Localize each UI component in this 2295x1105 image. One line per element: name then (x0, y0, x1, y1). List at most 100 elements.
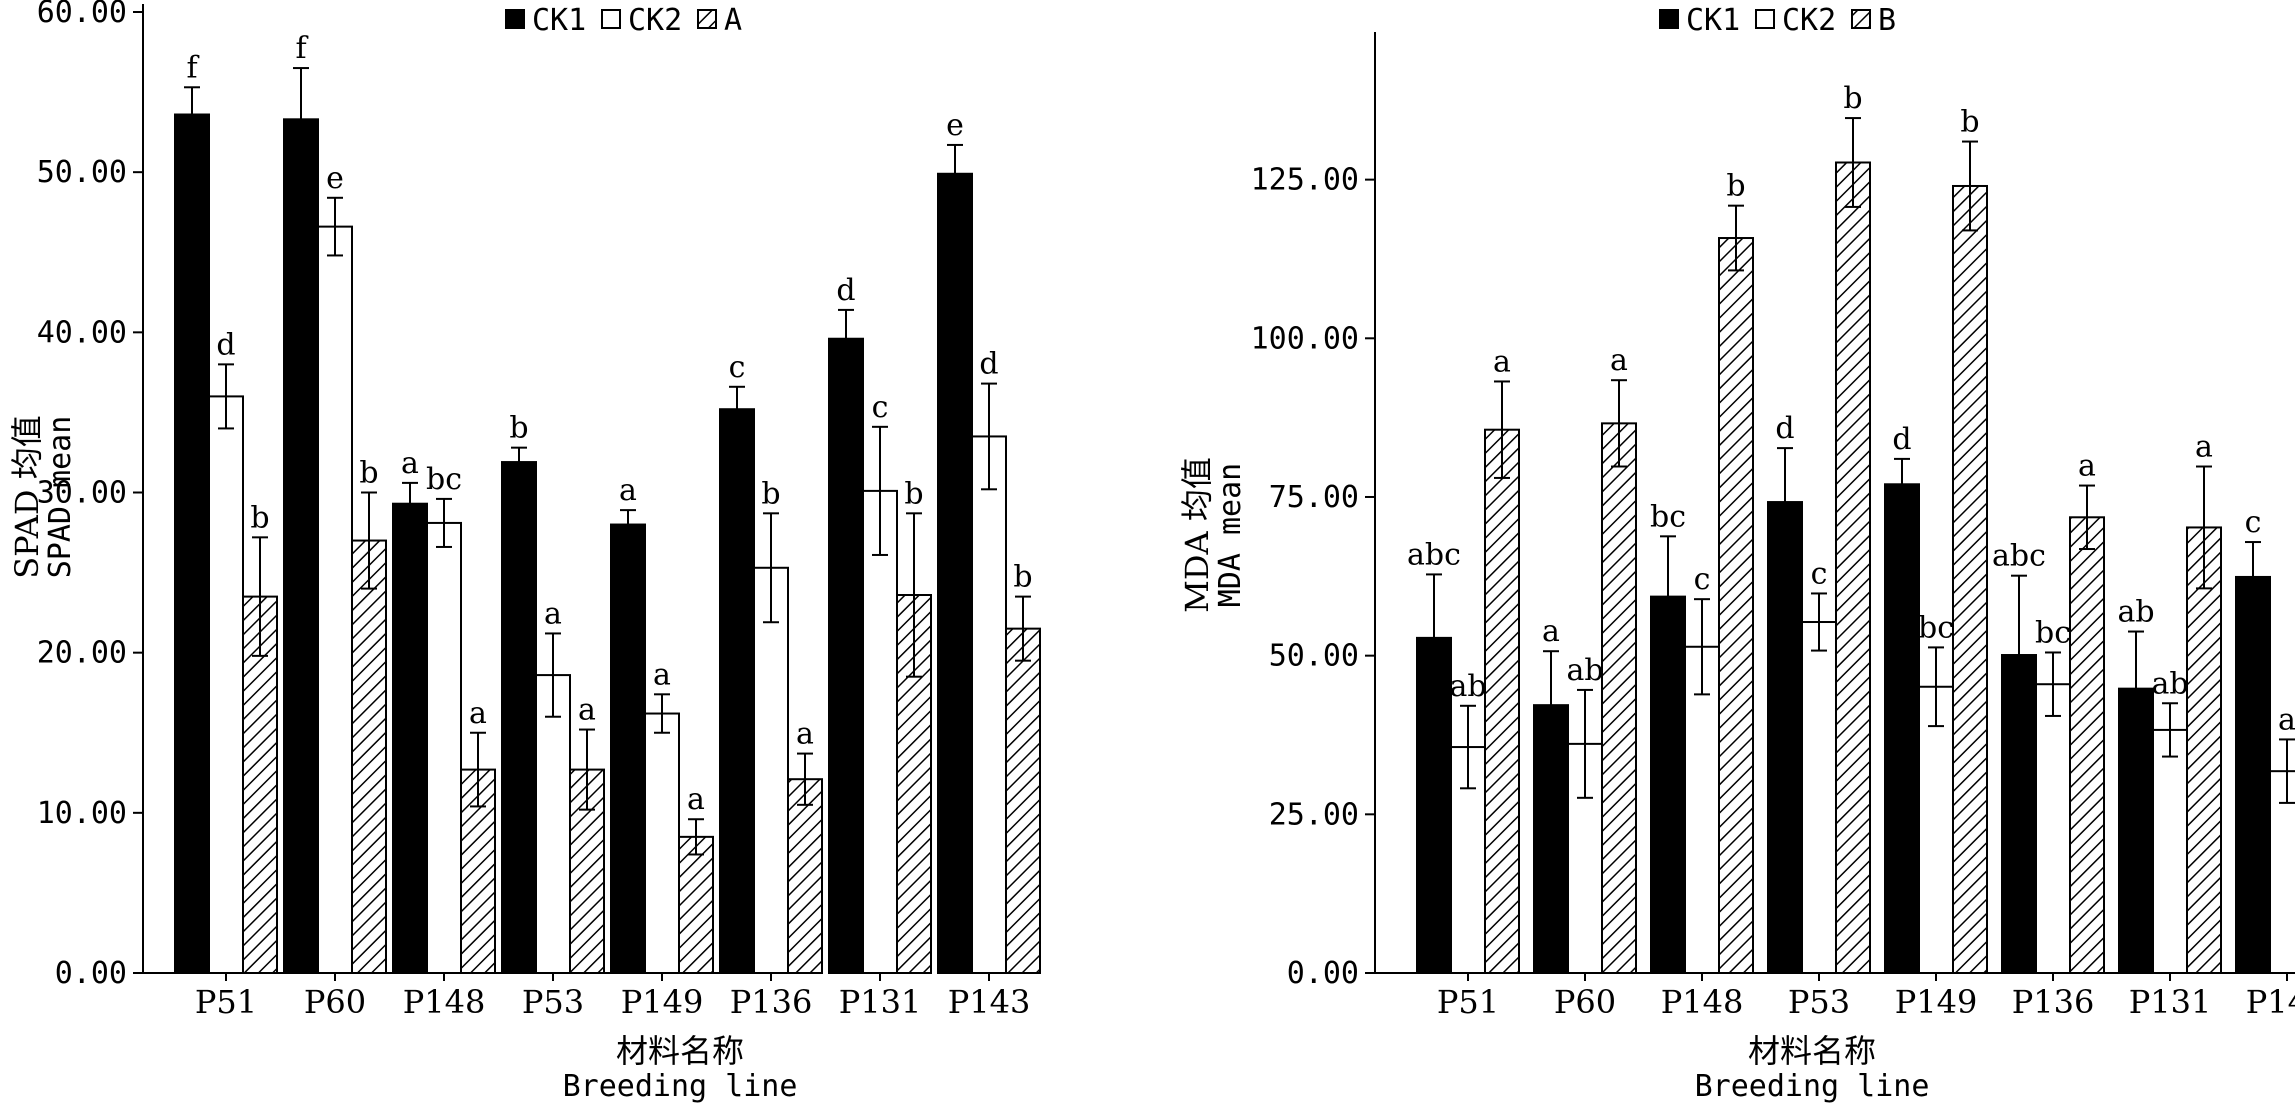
x-axis-label-line1: 材料名称 (1748, 1032, 1876, 1070)
bar (753, 566, 789, 974)
y-axis-label-line1: MDA 均值 (1178, 457, 1216, 613)
y-axis-label-line2: SPAD mean (43, 416, 78, 579)
x-tick-label: P136 (2012, 983, 2095, 1021)
significance-label: c (1811, 556, 1828, 591)
y-tick-label: 0.00 (1287, 956, 1359, 991)
bar (208, 395, 244, 974)
x-axis-label-line1: 材料名称 (616, 1032, 744, 1070)
significance-label: ab (2117, 595, 2154, 630)
y-tick-label: 10.00 (37, 796, 127, 831)
y-tick-label: 75.00 (1269, 480, 1359, 515)
significance-label: f (186, 50, 199, 85)
bar (1718, 237, 1754, 975)
bar (2186, 526, 2222, 974)
bar (644, 712, 680, 975)
x-tick-label: P149 (1895, 983, 1978, 1021)
significance-label: a (687, 782, 705, 817)
y-tick-label: 125.00 (1251, 163, 1359, 198)
significance-label: b (1013, 560, 1032, 595)
bar (392, 502, 428, 974)
bar (719, 408, 755, 975)
y-tick-label: 20.00 (37, 636, 127, 671)
significance-label: b (359, 456, 378, 491)
significance-label: a (578, 693, 596, 728)
significance-label: b (1960, 105, 1979, 140)
significance-label: b (250, 500, 269, 535)
y-tick-label: 40.00 (37, 315, 127, 350)
bar (1801, 621, 1837, 974)
significance-label: a (469, 696, 487, 731)
significance-label: c (1694, 562, 1711, 597)
bar (610, 523, 646, 974)
x-tick-label: P148 (403, 983, 486, 1021)
bar (678, 835, 714, 974)
significance-label: f (295, 31, 308, 66)
significance-label: a (1610, 343, 1628, 378)
significance-label: c (872, 390, 889, 425)
bar (862, 489, 898, 974)
y-tick-label: 30.00 (37, 476, 127, 511)
significance-label: a (1493, 344, 1511, 379)
y-tick-label: 100.00 (1251, 321, 1359, 356)
bar (2269, 770, 2295, 975)
y-tick-label: 50.00 (1269, 639, 1359, 674)
legend-swatch (1755, 9, 1775, 29)
significance-label: a (653, 657, 671, 692)
significance-label: b (1843, 81, 1862, 116)
significance-label: c (729, 350, 746, 385)
significance-label: a (401, 446, 419, 481)
significance-label: ab (1566, 653, 1603, 688)
bar (1684, 645, 1720, 974)
x-tick-label: P51 (195, 983, 257, 1021)
bar (1884, 483, 1920, 974)
legend-label: A (724, 3, 742, 38)
bar (351, 539, 387, 974)
significance-label: a (2078, 449, 2096, 484)
significance-label: b (509, 411, 528, 446)
y-tick-label: 25.00 (1269, 797, 1359, 832)
significance-label: a (619, 473, 637, 508)
x-axis-label-line2: Breeding line (563, 1069, 798, 1104)
legend-swatch (1851, 9, 1871, 29)
bar (937, 172, 973, 975)
bar (1952, 184, 1988, 974)
x-tick-label: P60 (304, 983, 366, 1021)
legend-swatch (1659, 9, 1679, 29)
bar (174, 113, 210, 975)
significance-label: abc (1992, 539, 2046, 574)
spad-chart-panel: 0.00 10.00 20.00 30.00 40.00 50.00 60.00 P51 P60… (8, 0, 1041, 1104)
bar (828, 337, 864, 974)
mda-chart-panel: 0.00 25.00 50.00 75.00 100.00 125.00 P51 P60 P14… (1178, 3, 2295, 1104)
significance-label: bc (426, 462, 462, 497)
significance-label: b (1726, 169, 1745, 204)
legend-label: CK2 (628, 3, 682, 38)
significance-label: d (836, 273, 855, 308)
legend-label: CK1 (1686, 3, 1740, 38)
x-tick-label: P143 (2246, 983, 2295, 1021)
legend-swatch (697, 9, 717, 29)
y-tick-label: 50.00 (37, 155, 127, 190)
significance-label: bc (2035, 615, 2071, 650)
legend-label: CK2 (1782, 3, 1836, 38)
bar (1484, 428, 1520, 974)
significance-label: a (544, 596, 562, 631)
x-tick-label: P53 (1788, 983, 1850, 1021)
significance-label: a (2278, 702, 2295, 737)
bar (1767, 501, 1803, 974)
x-axis-label-line2: Breeding line (1695, 1069, 1930, 1104)
y-tick-label: 60.00 (37, 0, 127, 30)
significance-label: ab (1449, 669, 1486, 704)
bar (1918, 685, 1954, 974)
legend-label: CK1 (532, 3, 586, 38)
significance-label: b (761, 476, 780, 511)
bar (2069, 516, 2105, 974)
x-tick-label: P60 (1554, 983, 1616, 1021)
significance-label: a (1542, 614, 1560, 649)
significance-label: e (946, 108, 964, 143)
legend-swatch (505, 9, 525, 29)
significance-label: a (2195, 430, 2213, 465)
x-tick-label: P148 (1661, 983, 1744, 1021)
